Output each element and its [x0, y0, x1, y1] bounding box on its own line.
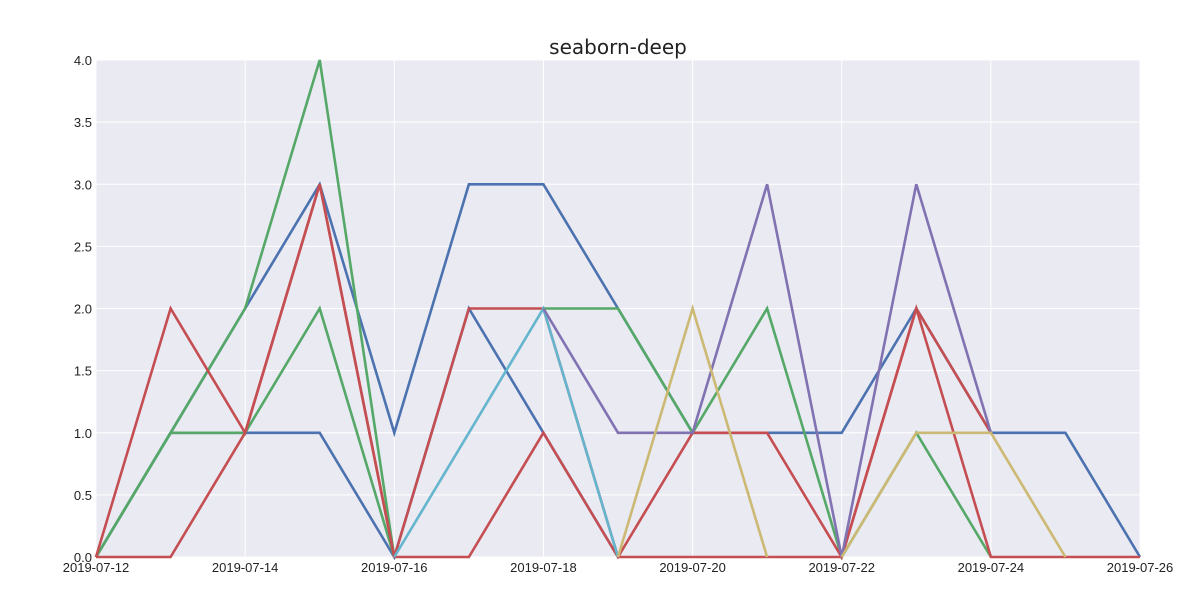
series-line-11 — [542, 183, 993, 558]
x-tick-label: 2019-07-26 — [1107, 560, 1174, 575]
x-tick-label: 2019-07-20 — [659, 560, 726, 575]
series-line-13 — [840, 431, 1067, 558]
series-lines — [94, 59, 1142, 561]
x-tick-label: 2019-07-18 — [510, 560, 577, 575]
x-tick-label: 2019-07-24 — [958, 560, 1025, 575]
series-line-9 — [618, 303, 1140, 559]
series-line-12 — [616, 303, 769, 558]
x-tick-label: 2019-07-12 — [63, 560, 130, 575]
y-tick-label: 2.5 — [74, 239, 92, 254]
x-tick-label: 2019-07-14 — [212, 560, 279, 575]
y-tick-label: 2.0 — [74, 302, 92, 317]
y-tick-label: 3.0 — [74, 177, 92, 192]
y-tick-label: 4.0 — [74, 53, 92, 68]
x-axis-tick-labels: 2019-07-12 2019-07-14 2019-07-16 2019-07-18… — [63, 560, 1174, 575]
y-tick-label: 0.5 — [74, 488, 92, 503]
y-tick-label: 1.0 — [74, 426, 92, 441]
y-tick-label: 1.5 — [74, 364, 92, 379]
y-tick-label: 0.0 — [74, 550, 92, 565]
y-axis-tick-labels: 0.0 0.5 1.0 1.5 2.0 2.5 3.0 3.5 4.0 — [74, 53, 92, 565]
series-line-7 — [96, 183, 620, 559]
x-tick-label: 2019-07-22 — [808, 560, 875, 575]
chart-title: seaborn-deep — [549, 35, 687, 59]
y-tick-label: 3.5 — [74, 115, 92, 130]
series-line-10 — [393, 305, 620, 558]
x-tick-label: 2019-07-16 — [361, 560, 428, 575]
